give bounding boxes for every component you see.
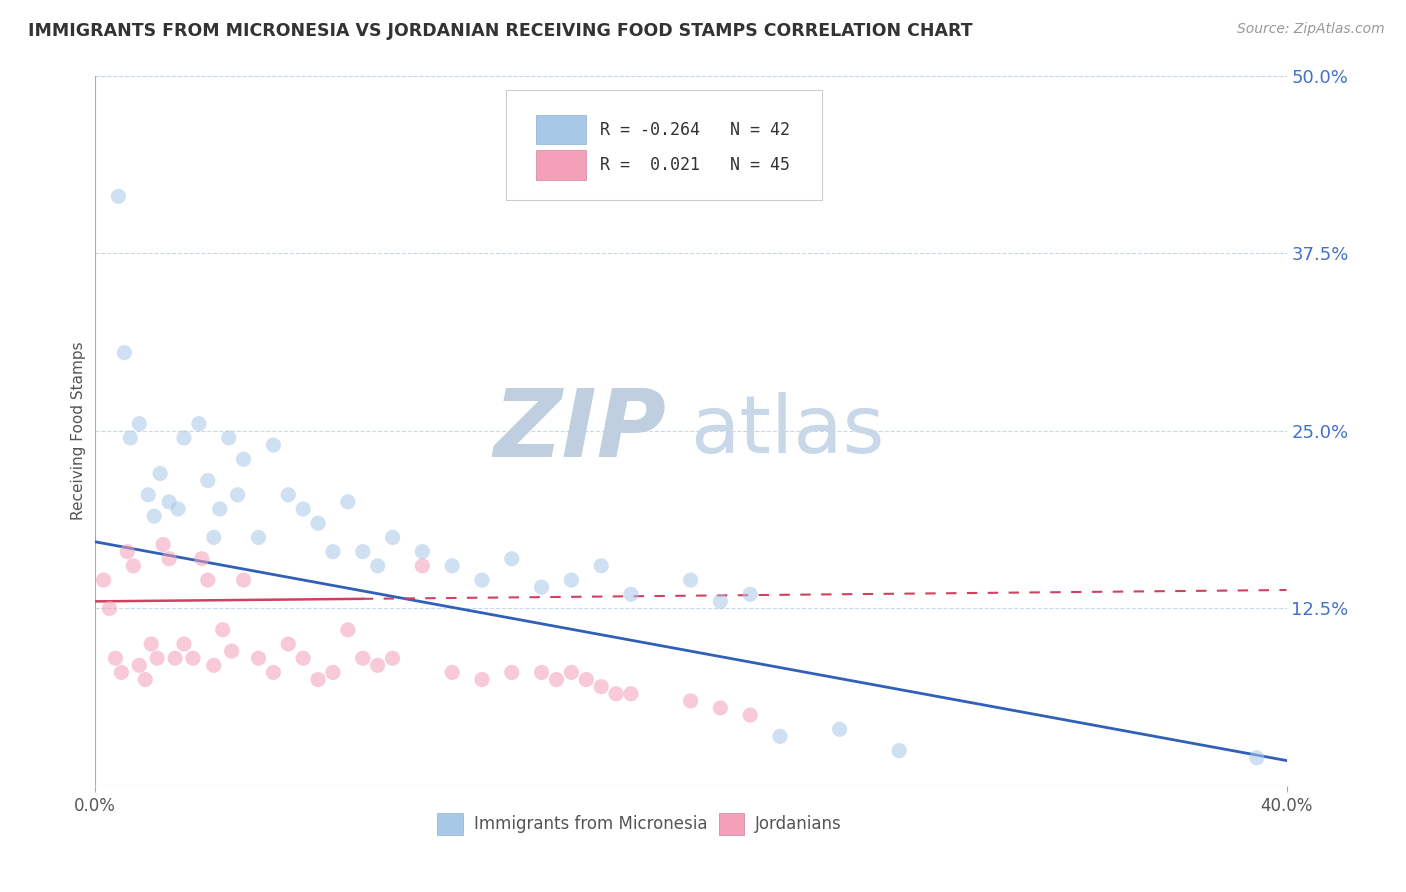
Point: [471, 673, 494, 687]
Point: [181, 651, 204, 665]
Point: [211, 623, 233, 637]
Bar: [536, 114, 586, 145]
Point: [187, 417, 209, 431]
Point: [307, 516, 329, 531]
Point: [134, 673, 156, 687]
Text: atlas: atlas: [690, 392, 884, 470]
Point: [167, 502, 190, 516]
Point: [247, 651, 270, 665]
Point: [530, 665, 553, 680]
Point: [828, 723, 851, 737]
Point: [262, 438, 284, 452]
Text: IMMIGRANTS FROM MICRONESIA VS JORDANIAN RECEIVING FOOD STAMPS CORRELATION CHART: IMMIGRANTS FROM MICRONESIA VS JORDANIAN …: [28, 22, 973, 40]
Point: [367, 558, 389, 573]
Point: [226, 488, 249, 502]
Point: [202, 658, 225, 673]
Point: [149, 467, 172, 481]
Point: [591, 558, 613, 573]
Point: [352, 544, 374, 558]
Point: [146, 651, 169, 665]
Point: [292, 502, 315, 516]
Point: [262, 665, 284, 680]
Bar: [536, 150, 586, 180]
Point: [202, 530, 225, 544]
Point: [352, 651, 374, 665]
Point: [889, 743, 911, 757]
Point: [381, 651, 404, 665]
Point: [117, 544, 139, 558]
Point: [110, 665, 132, 680]
Point: [560, 573, 582, 587]
Point: [128, 658, 150, 673]
Text: Source: ZipAtlas.com: Source: ZipAtlas.com: [1237, 22, 1385, 37]
Point: [141, 637, 163, 651]
Text: Immigrants from Micronesia: Immigrants from Micronesia: [474, 815, 707, 833]
Point: [163, 651, 186, 665]
Point: [441, 558, 464, 573]
Point: [120, 431, 142, 445]
Text: R =  0.021   N = 45: R = 0.021 N = 45: [600, 156, 790, 174]
Point: [709, 701, 731, 715]
Point: [307, 673, 329, 687]
Point: [679, 694, 702, 708]
Point: [560, 665, 582, 680]
Point: [591, 680, 613, 694]
Point: [769, 730, 792, 744]
Text: Jordanians: Jordanians: [755, 815, 842, 833]
Point: [605, 687, 627, 701]
Point: [122, 558, 145, 573]
Point: [620, 687, 643, 701]
Point: [336, 495, 359, 509]
Point: [136, 488, 159, 502]
Point: [112, 345, 135, 359]
Point: [191, 551, 214, 566]
Point: [501, 551, 523, 566]
Point: [441, 665, 464, 680]
Point: [232, 452, 254, 467]
FancyBboxPatch shape: [506, 90, 821, 200]
Point: [620, 587, 643, 601]
Point: [173, 637, 195, 651]
Point: [411, 544, 433, 558]
Point: [501, 665, 523, 680]
Point: [104, 651, 127, 665]
Point: [128, 417, 150, 431]
Point: [157, 551, 180, 566]
Point: [740, 587, 762, 601]
Point: [471, 573, 494, 587]
Point: [218, 431, 240, 445]
Point: [143, 509, 166, 524]
Point: [93, 573, 115, 587]
Point: [197, 573, 219, 587]
Text: ZIP: ZIP: [494, 384, 666, 477]
Point: [197, 474, 219, 488]
Point: [152, 537, 174, 551]
Point: [575, 673, 598, 687]
Point: [208, 502, 231, 516]
Point: [679, 573, 702, 587]
Point: [292, 651, 315, 665]
Point: [740, 708, 762, 723]
Point: [173, 431, 195, 445]
Point: [232, 573, 254, 587]
Point: [107, 189, 129, 203]
Point: [157, 495, 180, 509]
Point: [530, 580, 553, 594]
Text: R = -0.264   N = 42: R = -0.264 N = 42: [600, 120, 790, 138]
Point: [221, 644, 243, 658]
Point: [247, 530, 270, 544]
Point: [1246, 750, 1268, 764]
Point: [411, 558, 433, 573]
Point: [322, 544, 344, 558]
Point: [277, 488, 299, 502]
Point: [277, 637, 299, 651]
Point: [709, 594, 731, 608]
Point: [98, 601, 121, 615]
Point: [381, 530, 404, 544]
Point: [322, 665, 344, 680]
Point: [367, 658, 389, 673]
Point: [336, 623, 359, 637]
Y-axis label: Receiving Food Stamps: Receiving Food Stamps: [72, 342, 86, 520]
Point: [546, 673, 568, 687]
